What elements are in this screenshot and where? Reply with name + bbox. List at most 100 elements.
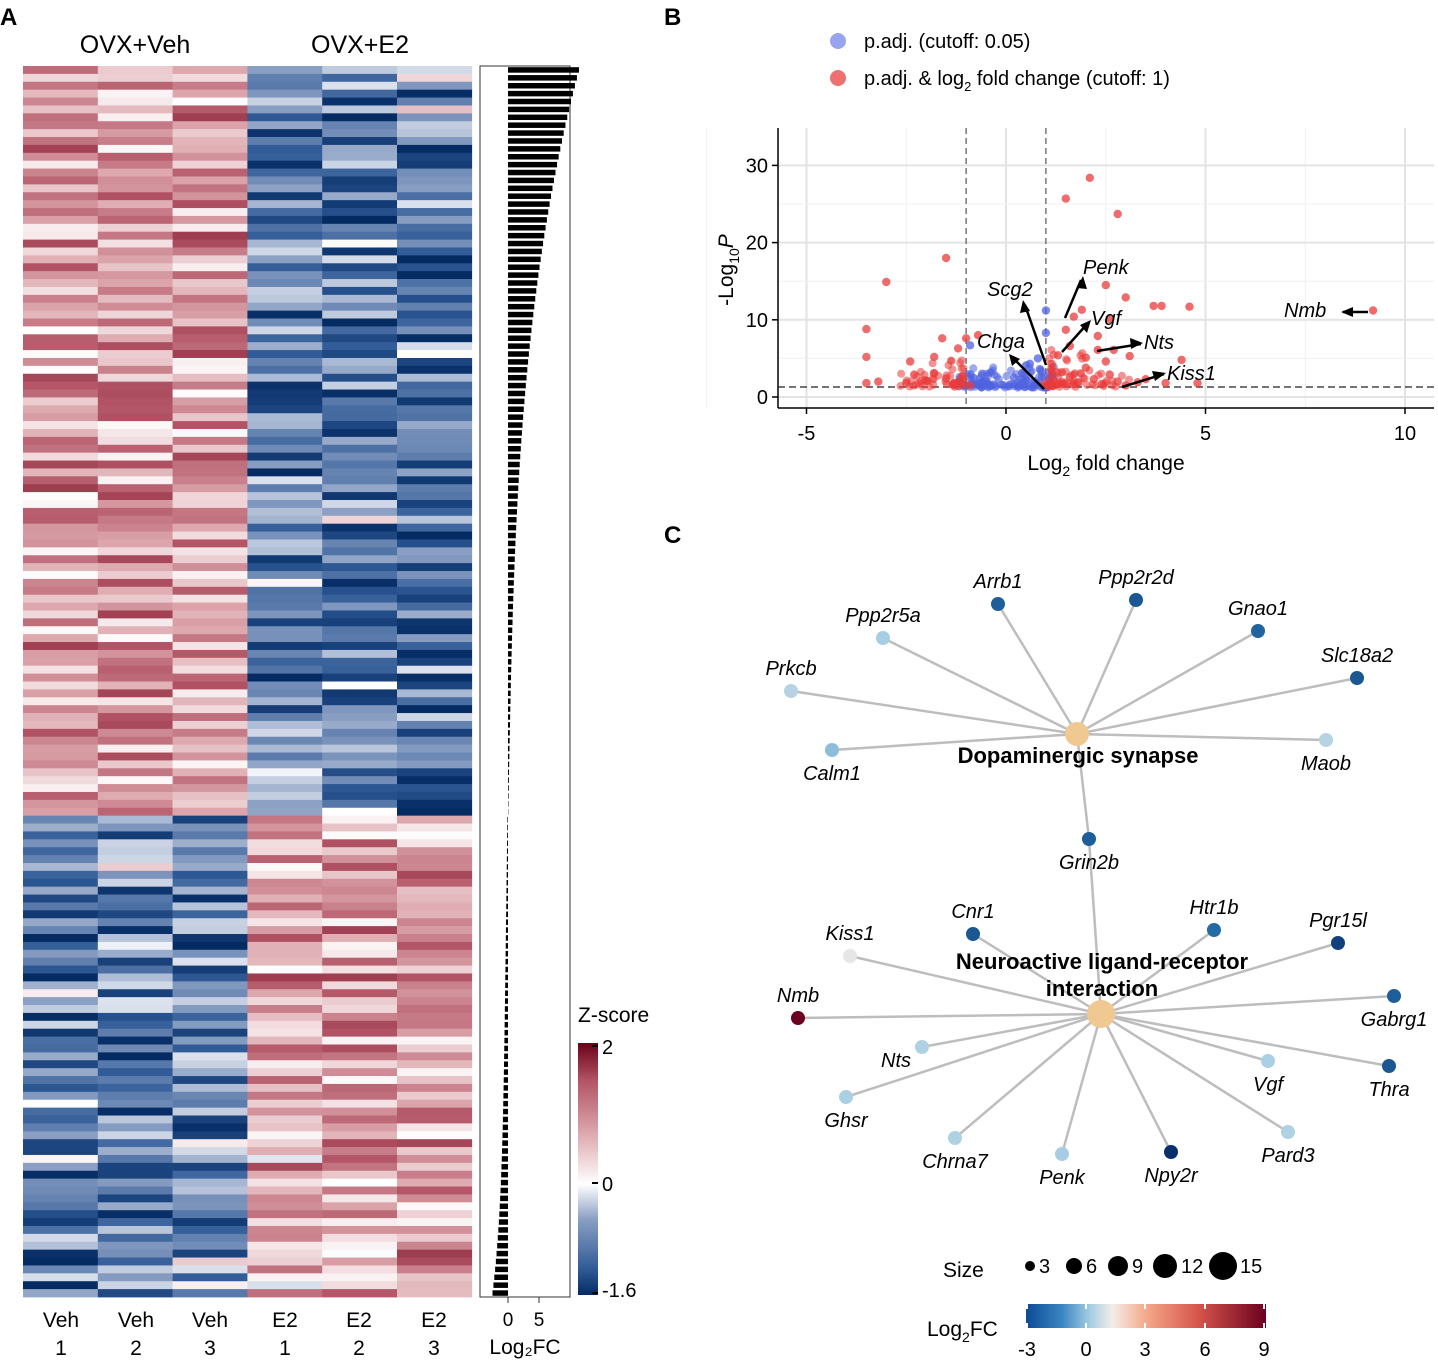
log2fc-bar bbox=[508, 83, 575, 88]
heatmap-cell bbox=[23, 295, 98, 303]
heatmap-cell bbox=[322, 413, 397, 421]
heatmap-cell bbox=[23, 1037, 98, 1045]
heatmap-cell bbox=[247, 492, 322, 500]
volcano-ylabel-sub: 10 bbox=[726, 248, 742, 264]
heatmap-cell bbox=[173, 1234, 248, 1242]
heatmap-cell bbox=[173, 603, 248, 611]
gene-node-label: Prkcb bbox=[765, 658, 816, 680]
heatmap-cell bbox=[173, 405, 248, 413]
heatmap-cell bbox=[322, 129, 397, 137]
heatmap-cell bbox=[98, 1092, 173, 1100]
heatmap-cell bbox=[397, 981, 472, 989]
heatmap-cell bbox=[397, 271, 472, 279]
gene-node bbox=[966, 927, 980, 941]
heatmap-cell bbox=[322, 1052, 397, 1060]
log2fc-bar bbox=[503, 1109, 508, 1114]
heatmap-cell bbox=[247, 82, 322, 90]
network-edge bbox=[955, 1014, 1101, 1138]
heatmap-cell bbox=[173, 1242, 248, 1250]
heatmap-cell bbox=[322, 737, 397, 745]
heatmap-cell bbox=[173, 571, 248, 579]
heatmap-cell bbox=[173, 1139, 248, 1147]
size-legend-label-15: 15 bbox=[1240, 1256, 1262, 1278]
heatmap-cell bbox=[173, 989, 248, 997]
heatmap-cell bbox=[23, 697, 98, 705]
heatmap-cell bbox=[98, 319, 173, 327]
heatmap-cell bbox=[247, 934, 322, 942]
heatmap-cell bbox=[322, 1273, 397, 1281]
volcano-point-padj-fc bbox=[1083, 381, 1091, 389]
gene-node bbox=[991, 597, 1005, 611]
heatmap-cell bbox=[23, 82, 98, 90]
log2fc-bar bbox=[508, 99, 571, 104]
heatmap-cell bbox=[397, 224, 472, 232]
heatmap-cell bbox=[173, 1116, 248, 1124]
heatmap-cell bbox=[397, 247, 472, 255]
volcano-point-padj bbox=[1010, 374, 1018, 382]
log2fc-bar bbox=[508, 643, 512, 648]
heatmap-cell bbox=[23, 216, 98, 224]
heatmap-cell bbox=[397, 610, 472, 618]
heatmap-cell bbox=[322, 855, 397, 863]
heatmap-cell bbox=[173, 713, 248, 721]
heatmap-cell bbox=[397, 82, 472, 90]
heatmap-cell bbox=[322, 66, 397, 74]
heatmap-cell bbox=[173, 682, 248, 690]
heatmap-cell bbox=[397, 776, 472, 784]
heatmap-cell bbox=[173, 800, 248, 808]
heatmap-cell bbox=[23, 437, 98, 445]
heatmap-cell bbox=[173, 816, 248, 824]
heatmap-cell bbox=[98, 839, 173, 847]
heatmap-cell bbox=[173, 1218, 248, 1226]
heatmap-cell bbox=[173, 879, 248, 887]
heatmap-cell bbox=[98, 176, 173, 184]
heatmap-cell bbox=[23, 1076, 98, 1084]
heatmap-cell bbox=[322, 429, 397, 437]
heatmap-cell bbox=[397, 90, 472, 98]
heatmap-cell bbox=[322, 508, 397, 516]
heatmap-cell bbox=[397, 326, 472, 334]
network-edge bbox=[1077, 631, 1258, 734]
log2fc-bar bbox=[504, 1038, 508, 1043]
heatmap-cell bbox=[322, 642, 397, 650]
heatmap-cell bbox=[23, 1123, 98, 1131]
heatmap-cell bbox=[247, 334, 322, 342]
heatmap-cell bbox=[98, 508, 173, 516]
fc-tick-label-5: 5 bbox=[534, 1310, 545, 1331]
log2fc-bar bbox=[508, 399, 524, 404]
heatmap-cell bbox=[23, 255, 98, 263]
log2fc-bar bbox=[508, 312, 533, 317]
heatmap-cell bbox=[247, 689, 322, 697]
heatmap-cell bbox=[173, 287, 248, 295]
heatmap-cell bbox=[397, 153, 472, 161]
hub-label-dopaminergic: Dopaminergic synapse bbox=[958, 743, 1199, 768]
heatmap-cell bbox=[322, 887, 397, 895]
heatmap-cell bbox=[247, 524, 322, 532]
heatmap-cell bbox=[173, 824, 248, 832]
heatmap-cell bbox=[98, 1076, 173, 1084]
heatmap-cell bbox=[98, 358, 173, 366]
log2fc-bar bbox=[506, 912, 508, 917]
heatmap-cell bbox=[397, 508, 472, 516]
heatmap-cell bbox=[247, 800, 322, 808]
heatmap-cell bbox=[247, 169, 322, 177]
heatmap-cell bbox=[23, 816, 98, 824]
heatmap-cell bbox=[322, 579, 397, 587]
log2fc-bar bbox=[502, 1156, 508, 1161]
heatmap-cell bbox=[322, 713, 397, 721]
heatmap-cell bbox=[247, 453, 322, 461]
heatmap-cell bbox=[173, 737, 248, 745]
heatmap-cell bbox=[98, 1100, 173, 1108]
heatmap-cell bbox=[397, 847, 472, 855]
heatmap-cell bbox=[322, 721, 397, 729]
heatmap-cell bbox=[173, 753, 248, 761]
log2fc-bar bbox=[508, 627, 512, 632]
zscore-title: Z-score bbox=[578, 1004, 649, 1027]
heatmap-cell bbox=[247, 319, 322, 327]
heatmap-cell bbox=[397, 192, 472, 200]
heatmap-cell bbox=[397, 997, 472, 1005]
heatmap-cell bbox=[23, 737, 98, 745]
heatmap-cell bbox=[247, 1052, 322, 1060]
volcano-point-padj bbox=[1036, 365, 1044, 373]
